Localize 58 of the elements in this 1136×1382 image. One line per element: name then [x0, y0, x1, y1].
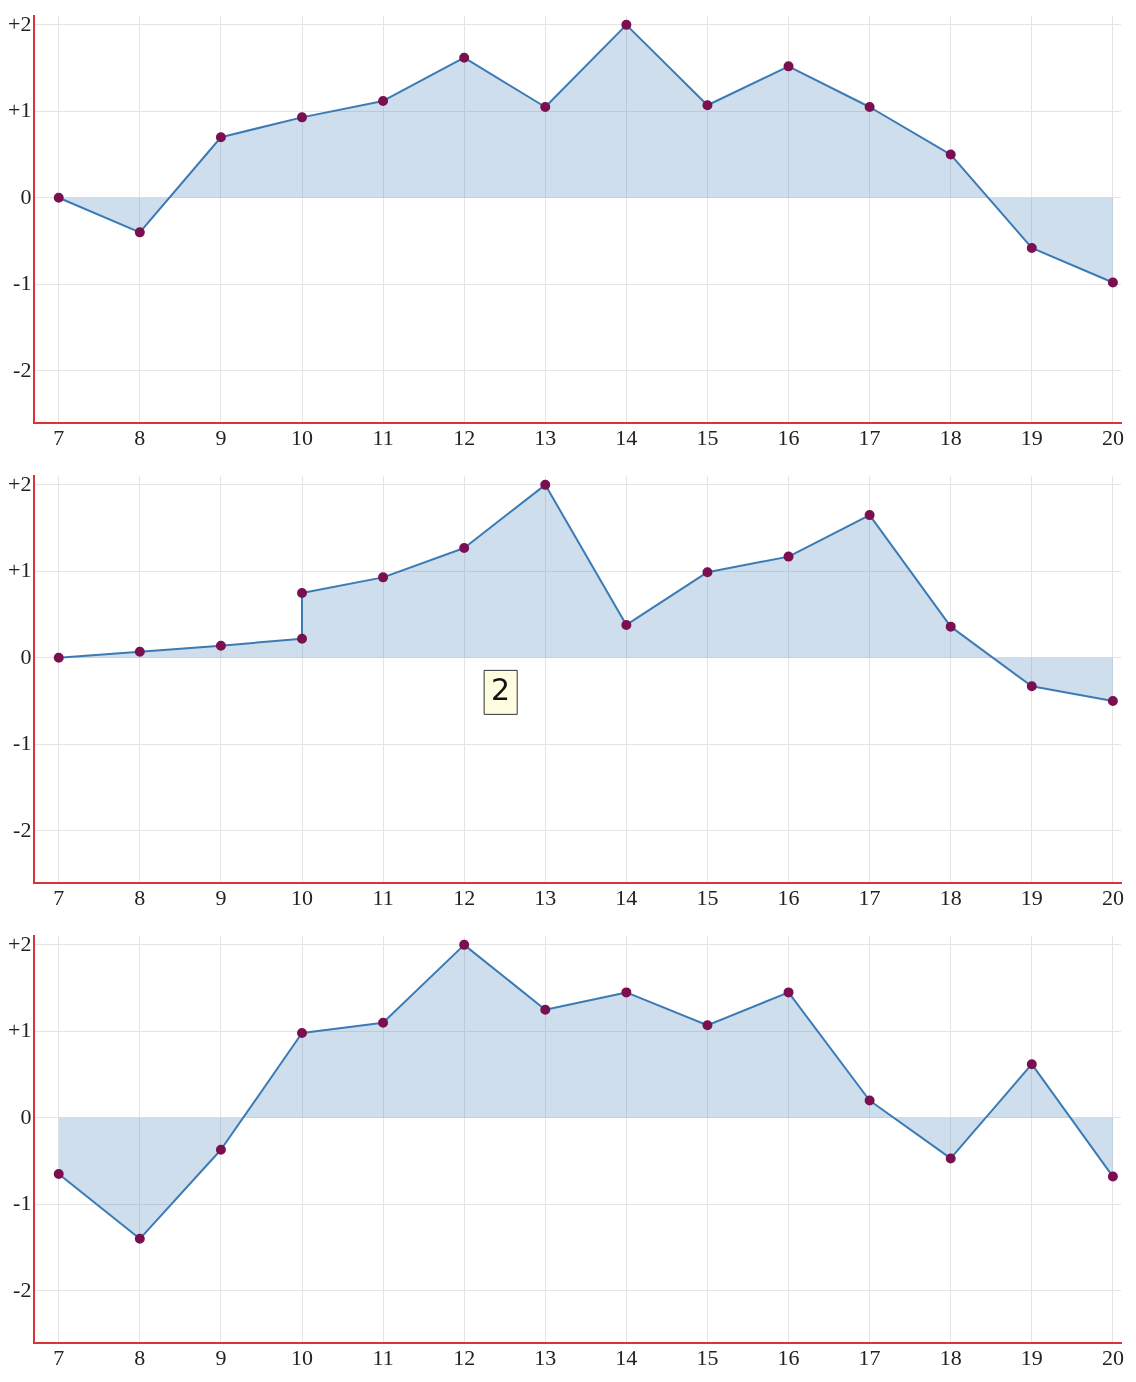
- x-tick-label: 8: [134, 424, 146, 450]
- x-tick-label: 16: [777, 424, 800, 450]
- x-tick-label: 7: [53, 884, 65, 910]
- y-tick-label: 0: [20, 183, 32, 209]
- x-tick-label: 9: [215, 424, 227, 450]
- x-tick-label: 13: [534, 424, 557, 450]
- y-tick-label: +2: [7, 470, 32, 496]
- x-tick-label: 11: [372, 1344, 394, 1370]
- x-tick-label: 8: [134, 884, 146, 910]
- x-tick-label: 20: [1101, 884, 1124, 910]
- x-tick-label: 12: [453, 884, 476, 910]
- x-tick-label: 18: [939, 424, 962, 450]
- y-tick-label: 0: [20, 643, 32, 669]
- x-tick-label: 19: [1020, 424, 1043, 450]
- x-tick-label: 13: [534, 884, 557, 910]
- x-tick-label: 18: [939, 1344, 962, 1370]
- x-tick-label: 14: [615, 424, 638, 450]
- y-tick-label: -1: [13, 270, 32, 296]
- y-tick-label: -1: [13, 730, 32, 756]
- y-tick-label: 0: [20, 1103, 32, 1129]
- y-tick-label: +2: [7, 930, 32, 956]
- x-tick-label: 9: [215, 884, 227, 910]
- x-tick-label: 11: [372, 424, 394, 450]
- x-tick-label: 12: [453, 424, 476, 450]
- x-tick-label: 12: [453, 1344, 476, 1370]
- y-tick-label: +1: [7, 557, 32, 583]
- x-tick-label: 7: [53, 1344, 65, 1370]
- y-tick-label: -2: [13, 1276, 32, 1302]
- x-tick-label: 20: [1101, 424, 1124, 450]
- x-tick-label: 13: [534, 1344, 557, 1370]
- y-tick-label: +1: [7, 97, 32, 123]
- x-tick-label: 19: [1020, 884, 1043, 910]
- y-tick-label: -2: [13, 356, 32, 382]
- x-tick-label: 15: [696, 424, 719, 450]
- x-tick-label: 9: [215, 1344, 227, 1370]
- x-tick-label: 11: [372, 884, 394, 910]
- y-tick-label: -1: [13, 1190, 32, 1216]
- x-tick-label: 10: [291, 884, 313, 910]
- y-tick-label: +1: [7, 1017, 32, 1043]
- x-tick-label: 16: [777, 884, 800, 910]
- x-tick-label: 10: [291, 424, 313, 450]
- y-tick-label: -2: [13, 816, 32, 842]
- annotation: 2: [491, 672, 511, 708]
- x-tick-label: 15: [696, 884, 719, 910]
- x-tick-label: 14: [615, 1344, 638, 1370]
- x-tick-label: 10: [291, 1344, 313, 1370]
- x-tick-label: 15: [696, 1344, 719, 1370]
- x-tick-label: 17: [858, 424, 881, 450]
- x-tick-label: 16: [777, 1344, 800, 1370]
- x-tick-label: 19: [1020, 1344, 1043, 1370]
- x-tick-label: 17: [858, 1344, 881, 1370]
- x-tick-label: 17: [858, 884, 881, 910]
- y-tick-label: +2: [7, 10, 32, 36]
- x-tick-label: 18: [939, 884, 962, 910]
- x-tick-label: 8: [134, 1344, 146, 1370]
- x-tick-label: 14: [615, 884, 638, 910]
- x-tick-label: 7: [53, 424, 65, 450]
- x-tick-label: 20: [1101, 1344, 1124, 1370]
